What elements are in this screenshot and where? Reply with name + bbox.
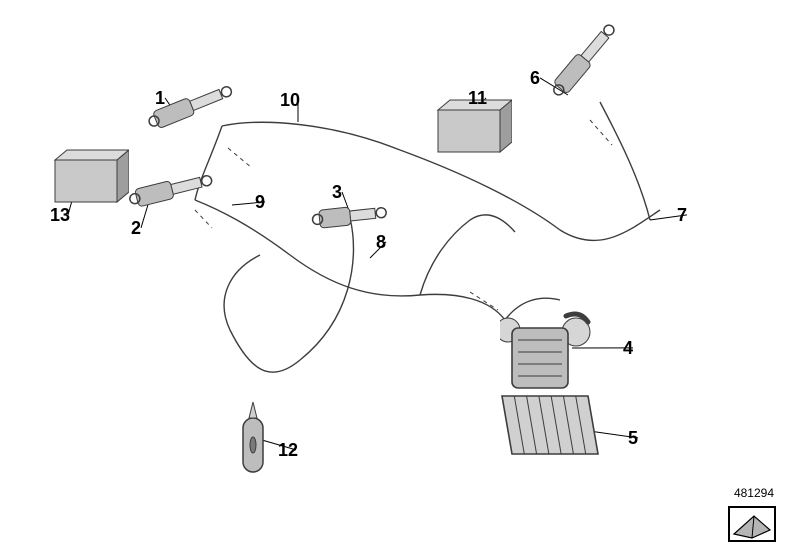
corner-watermark-icon bbox=[728, 506, 776, 542]
callout-5: 5 bbox=[628, 428, 638, 449]
hose-network bbox=[0, 0, 800, 560]
tray-svg bbox=[498, 392, 604, 466]
tool-svg bbox=[238, 400, 268, 480]
callout-6: 6 bbox=[530, 68, 540, 89]
callout-8: 8 bbox=[376, 232, 386, 253]
callout-4: 4 bbox=[623, 338, 633, 359]
callout-12: 12 bbox=[278, 440, 298, 461]
diagram-stage: 12345678910111213 481294 bbox=[0, 0, 800, 560]
callout-1: 1 bbox=[155, 88, 165, 109]
callout-13: 13 bbox=[50, 205, 70, 226]
callout-2: 2 bbox=[131, 218, 141, 239]
callout-11: 11 bbox=[468, 88, 487, 109]
callout-10: 10 bbox=[280, 90, 300, 111]
callout-9: 9 bbox=[255, 192, 265, 213]
callout-7: 7 bbox=[677, 205, 687, 226]
image-number: 481294 bbox=[734, 486, 774, 500]
callout-3: 3 bbox=[332, 182, 342, 203]
box-13 bbox=[49, 148, 129, 204]
